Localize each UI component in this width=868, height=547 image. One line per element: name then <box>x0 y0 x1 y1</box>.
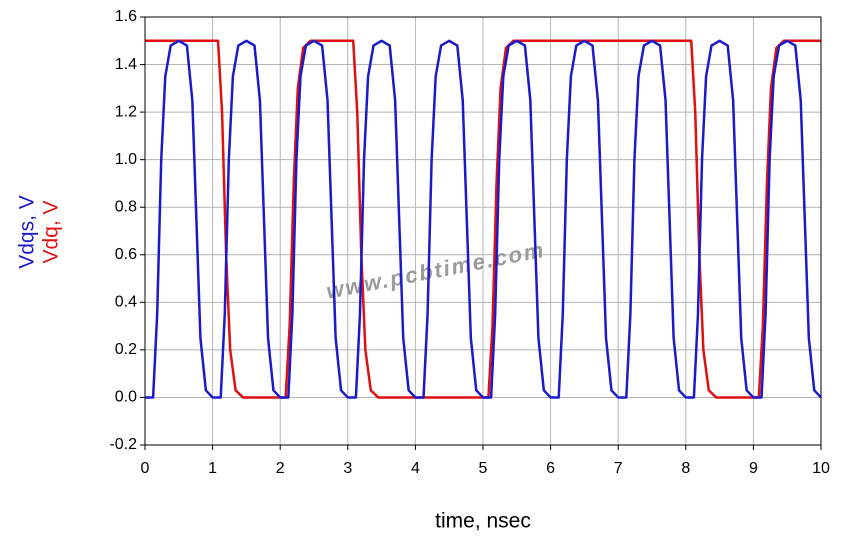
y-tick-label: 1.2 <box>115 103 137 120</box>
y-tick-label: 0.4 <box>115 294 137 311</box>
x-tick-label: 10 <box>812 460 830 477</box>
y-tick-label: 1.4 <box>115 56 137 73</box>
x-tick-label: 8 <box>681 460 690 477</box>
x-tick-label: 5 <box>479 460 488 477</box>
series-line <box>145 39 822 399</box>
y-tick-label: 1.6 <box>115 8 137 25</box>
x-tick-label: 6 <box>546 460 555 477</box>
x-tick-label: 2 <box>276 460 285 477</box>
y-tick-label: 0.0 <box>115 389 137 406</box>
x-tick-label: 7 <box>614 460 623 477</box>
x-tick-label: 0 <box>141 460 150 477</box>
x-tick-label: 4 <box>411 460 420 477</box>
y-tick-label: 0.2 <box>115 341 137 358</box>
x-tick-label: 1 <box>208 460 217 477</box>
y-tick-label: -0.2 <box>109 436 137 453</box>
y-tick-label: 0.8 <box>115 198 137 215</box>
y-tick-label: 1.0 <box>115 151 137 168</box>
x-tick-label: 3 <box>343 460 352 477</box>
plot-frame <box>144 16 822 446</box>
x-tick-label: 9 <box>749 460 758 477</box>
x-axis-title: time, nsec <box>435 510 531 533</box>
watermark: www.pcbtime.com <box>324 237 547 304</box>
y-axis-title: Vdq, V <box>40 200 63 263</box>
y-tick-label: 0.6 <box>115 246 137 263</box>
y-axis-title: Vdqs, V <box>16 195 39 269</box>
